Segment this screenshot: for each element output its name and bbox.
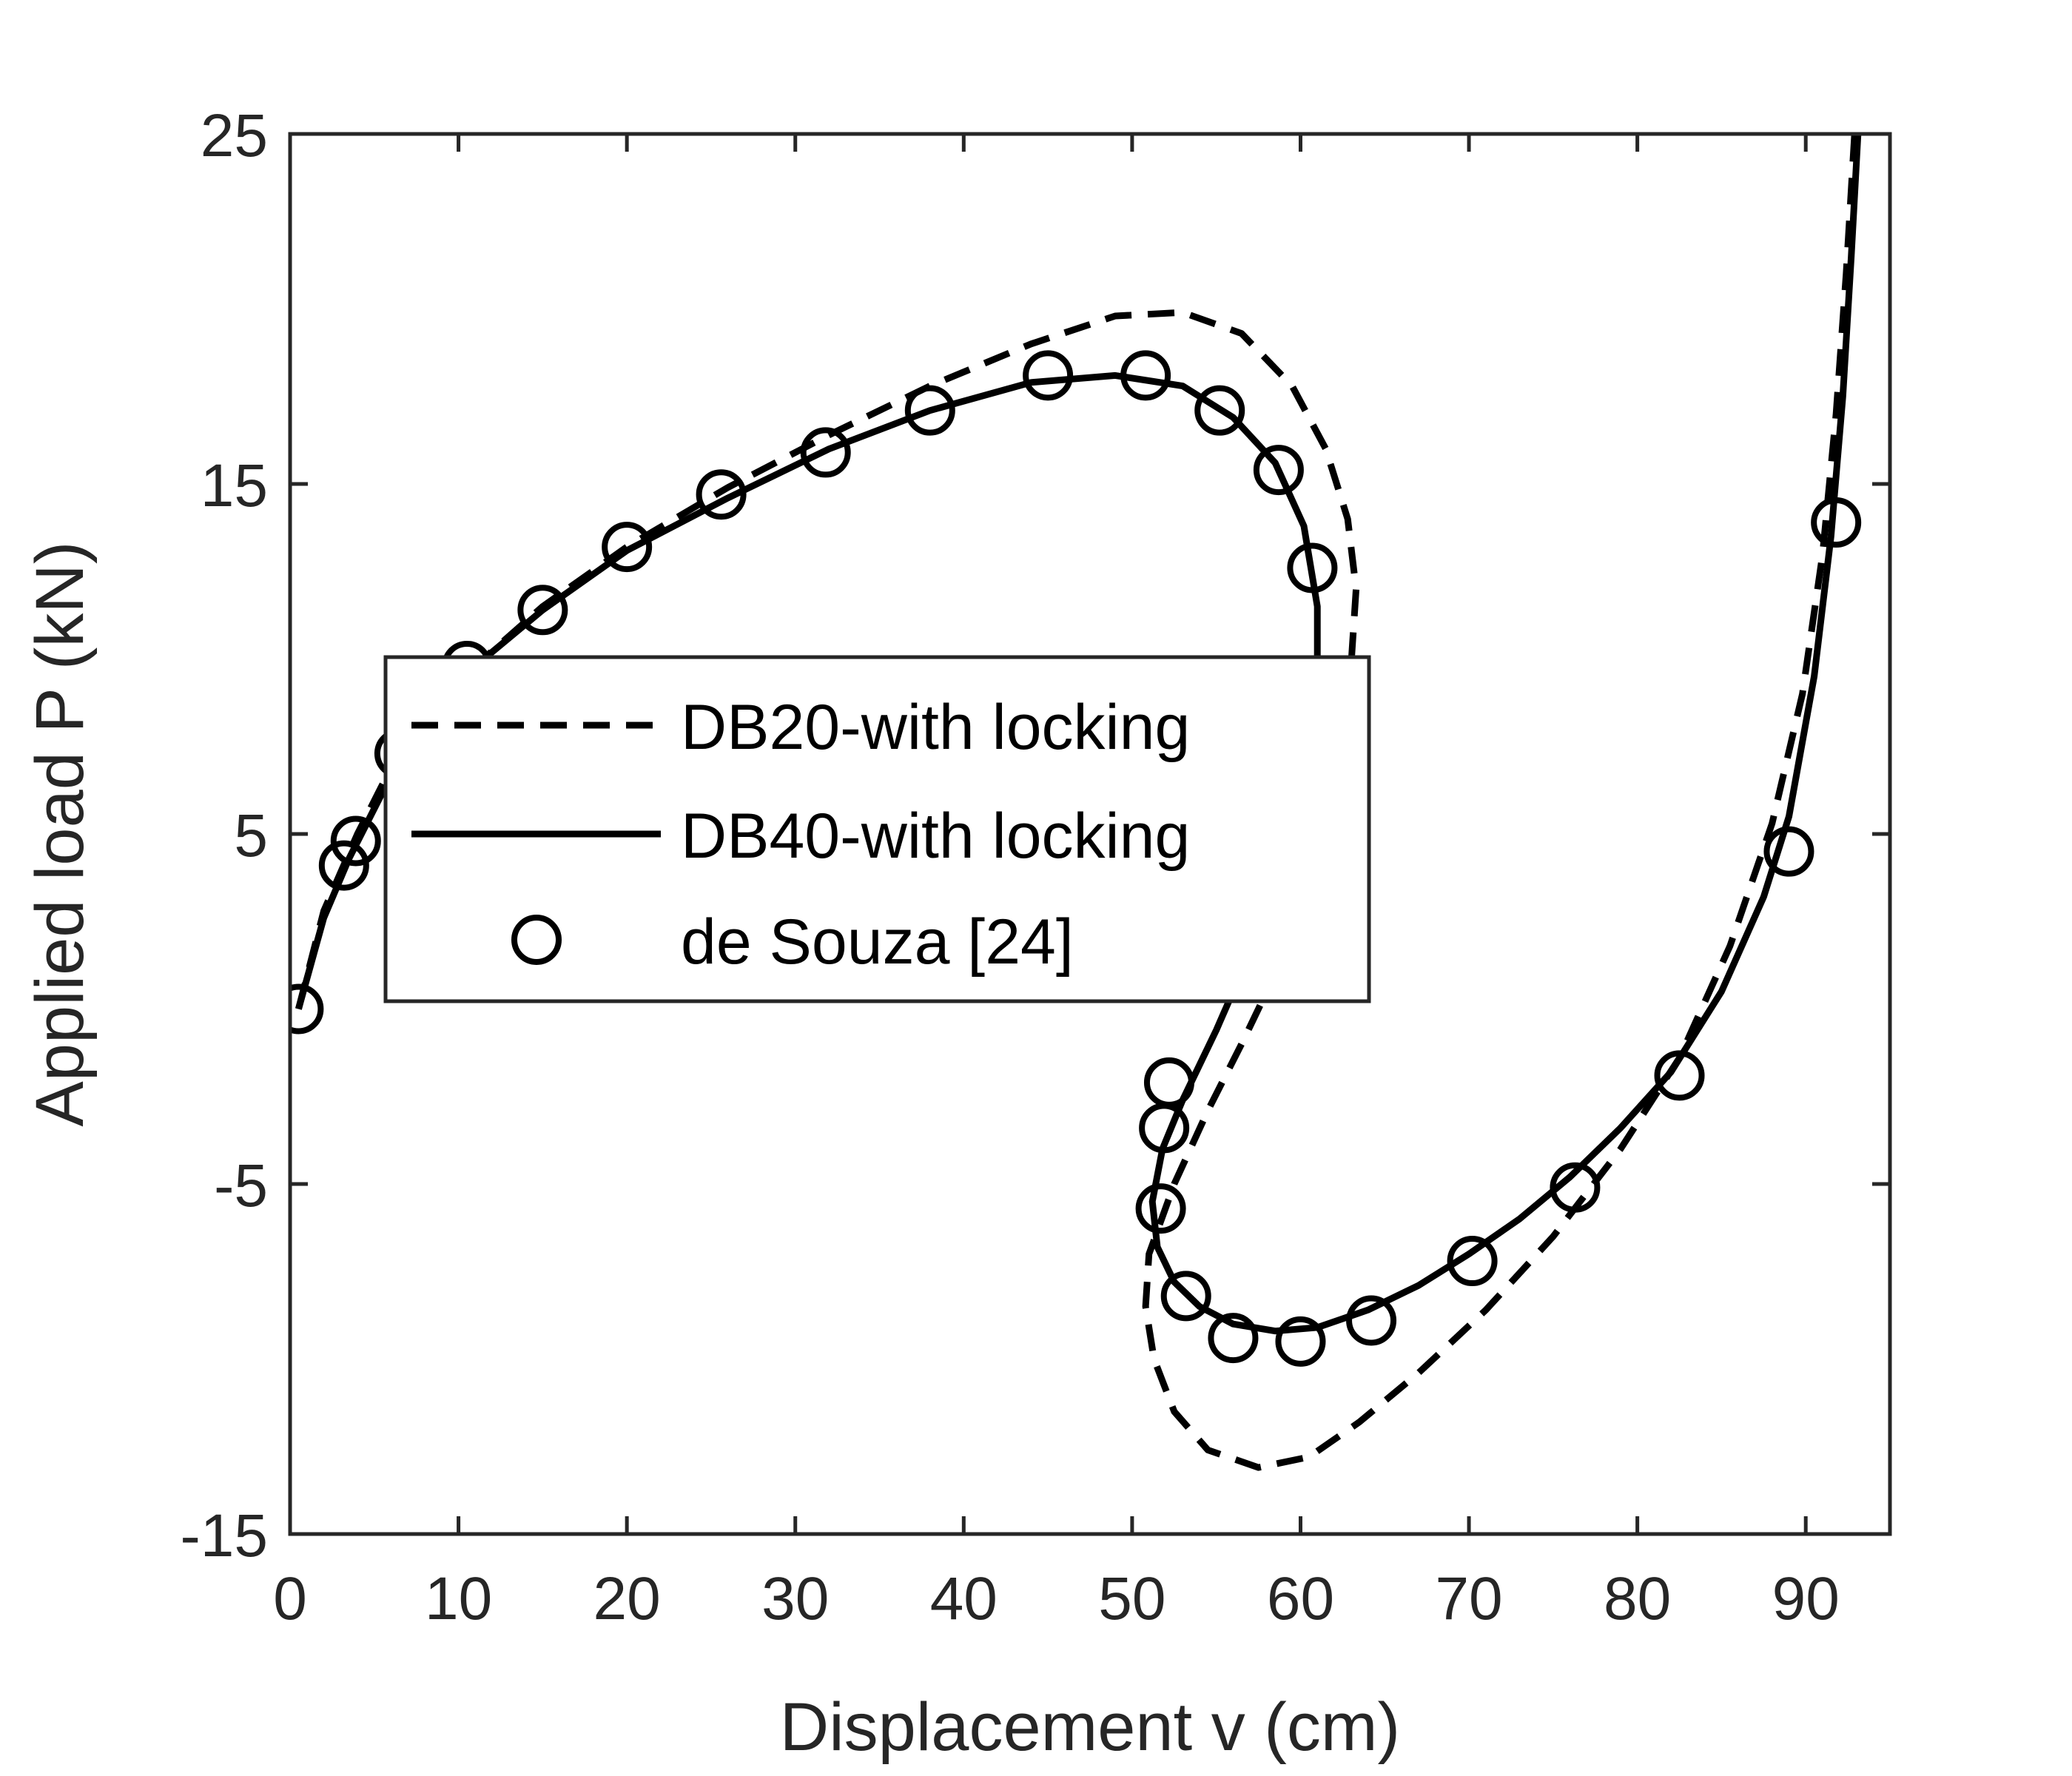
data-point-de-souza-24: [1160, 1271, 1211, 1322]
legend: DB20-with locking DB40-with locking de S…: [383, 655, 1371, 1003]
series-line-db20-with-locking: [295, 134, 1858, 1471]
data-point-de-souza-24: [696, 469, 747, 520]
x-tick-label: 30: [761, 1565, 829, 1632]
legend-marker-desouza: [511, 915, 562, 965]
data-point-de-souza-24: [1194, 385, 1245, 436]
data-point-de-souza-24: [290, 983, 324, 1035]
legend-label-db20: DB20-with locking: [681, 692, 1190, 763]
series-layer: [290, 134, 1862, 1471]
x-tick-label: 60: [1267, 1565, 1334, 1632]
data-point-de-souza-24: [1120, 350, 1171, 401]
x-tick-label: 20: [593, 1565, 661, 1632]
data-point-de-souza-24: [517, 585, 568, 636]
data-point-de-souza-24: [1550, 1162, 1601, 1213]
x-tick-label: 50: [1098, 1565, 1166, 1632]
x-tick-label: 80: [1604, 1565, 1671, 1632]
data-point-de-souza-24: [1811, 497, 1862, 548]
y-tick-label: -5: [214, 1152, 268, 1220]
data-point-de-souza-24: [318, 840, 369, 891]
data-point-de-souza-24: [602, 522, 653, 573]
data-point-de-souza-24: [330, 815, 381, 867]
y-tick-label: 15: [201, 452, 268, 519]
data-point-de-souza-24: [1287, 542, 1338, 593]
x-tick-label: 0: [273, 1565, 307, 1632]
data-point-de-souza-24: [1275, 1316, 1326, 1367]
data-point-de-souza-24: [800, 427, 851, 478]
x-tick-label: 70: [1435, 1565, 1502, 1632]
data-point-de-souza-24: [904, 385, 955, 436]
data-point-de-souza-24: [1763, 826, 1814, 877]
legend-box: [383, 655, 1371, 1003]
y-tick-label: -15: [180, 1502, 268, 1570]
data-point-de-souza-24: [1023, 350, 1074, 401]
y-tick-label: 25: [201, 102, 268, 169]
y-axis-label: Applied load P (kN): [22, 542, 98, 1127]
x-tick-label: 40: [930, 1565, 998, 1632]
x-tick-label: 10: [425, 1565, 492, 1632]
ticks-layer: 0 10 20 30 40 50 60 70 80 90 -15 -5 5 15 25: [180, 102, 1890, 1632]
plot-area: [290, 134, 1862, 1471]
data-point-de-souza-24: [1447, 1236, 1498, 1287]
x-axis-label: Displacement v (cm): [780, 1689, 1400, 1765]
legend-label-db40: DB40-with locking: [681, 801, 1190, 872]
x-tick-label: 90: [1772, 1565, 1840, 1632]
data-point-de-souza-24: [1346, 1295, 1397, 1346]
data-point-de-souza-24: [1139, 1103, 1190, 1154]
data-point-de-souza-24: [1208, 1313, 1259, 1364]
plot-frame: [288, 132, 1892, 1536]
data-point-de-souza-24: [1253, 445, 1304, 496]
y-tick-label: 5: [234, 802, 268, 870]
data-point-de-souza-24: [1654, 1050, 1705, 1101]
data-point-de-souza-24: [1135, 1183, 1186, 1234]
legend-label-desouza: de Souza [24]: [681, 906, 1074, 978]
